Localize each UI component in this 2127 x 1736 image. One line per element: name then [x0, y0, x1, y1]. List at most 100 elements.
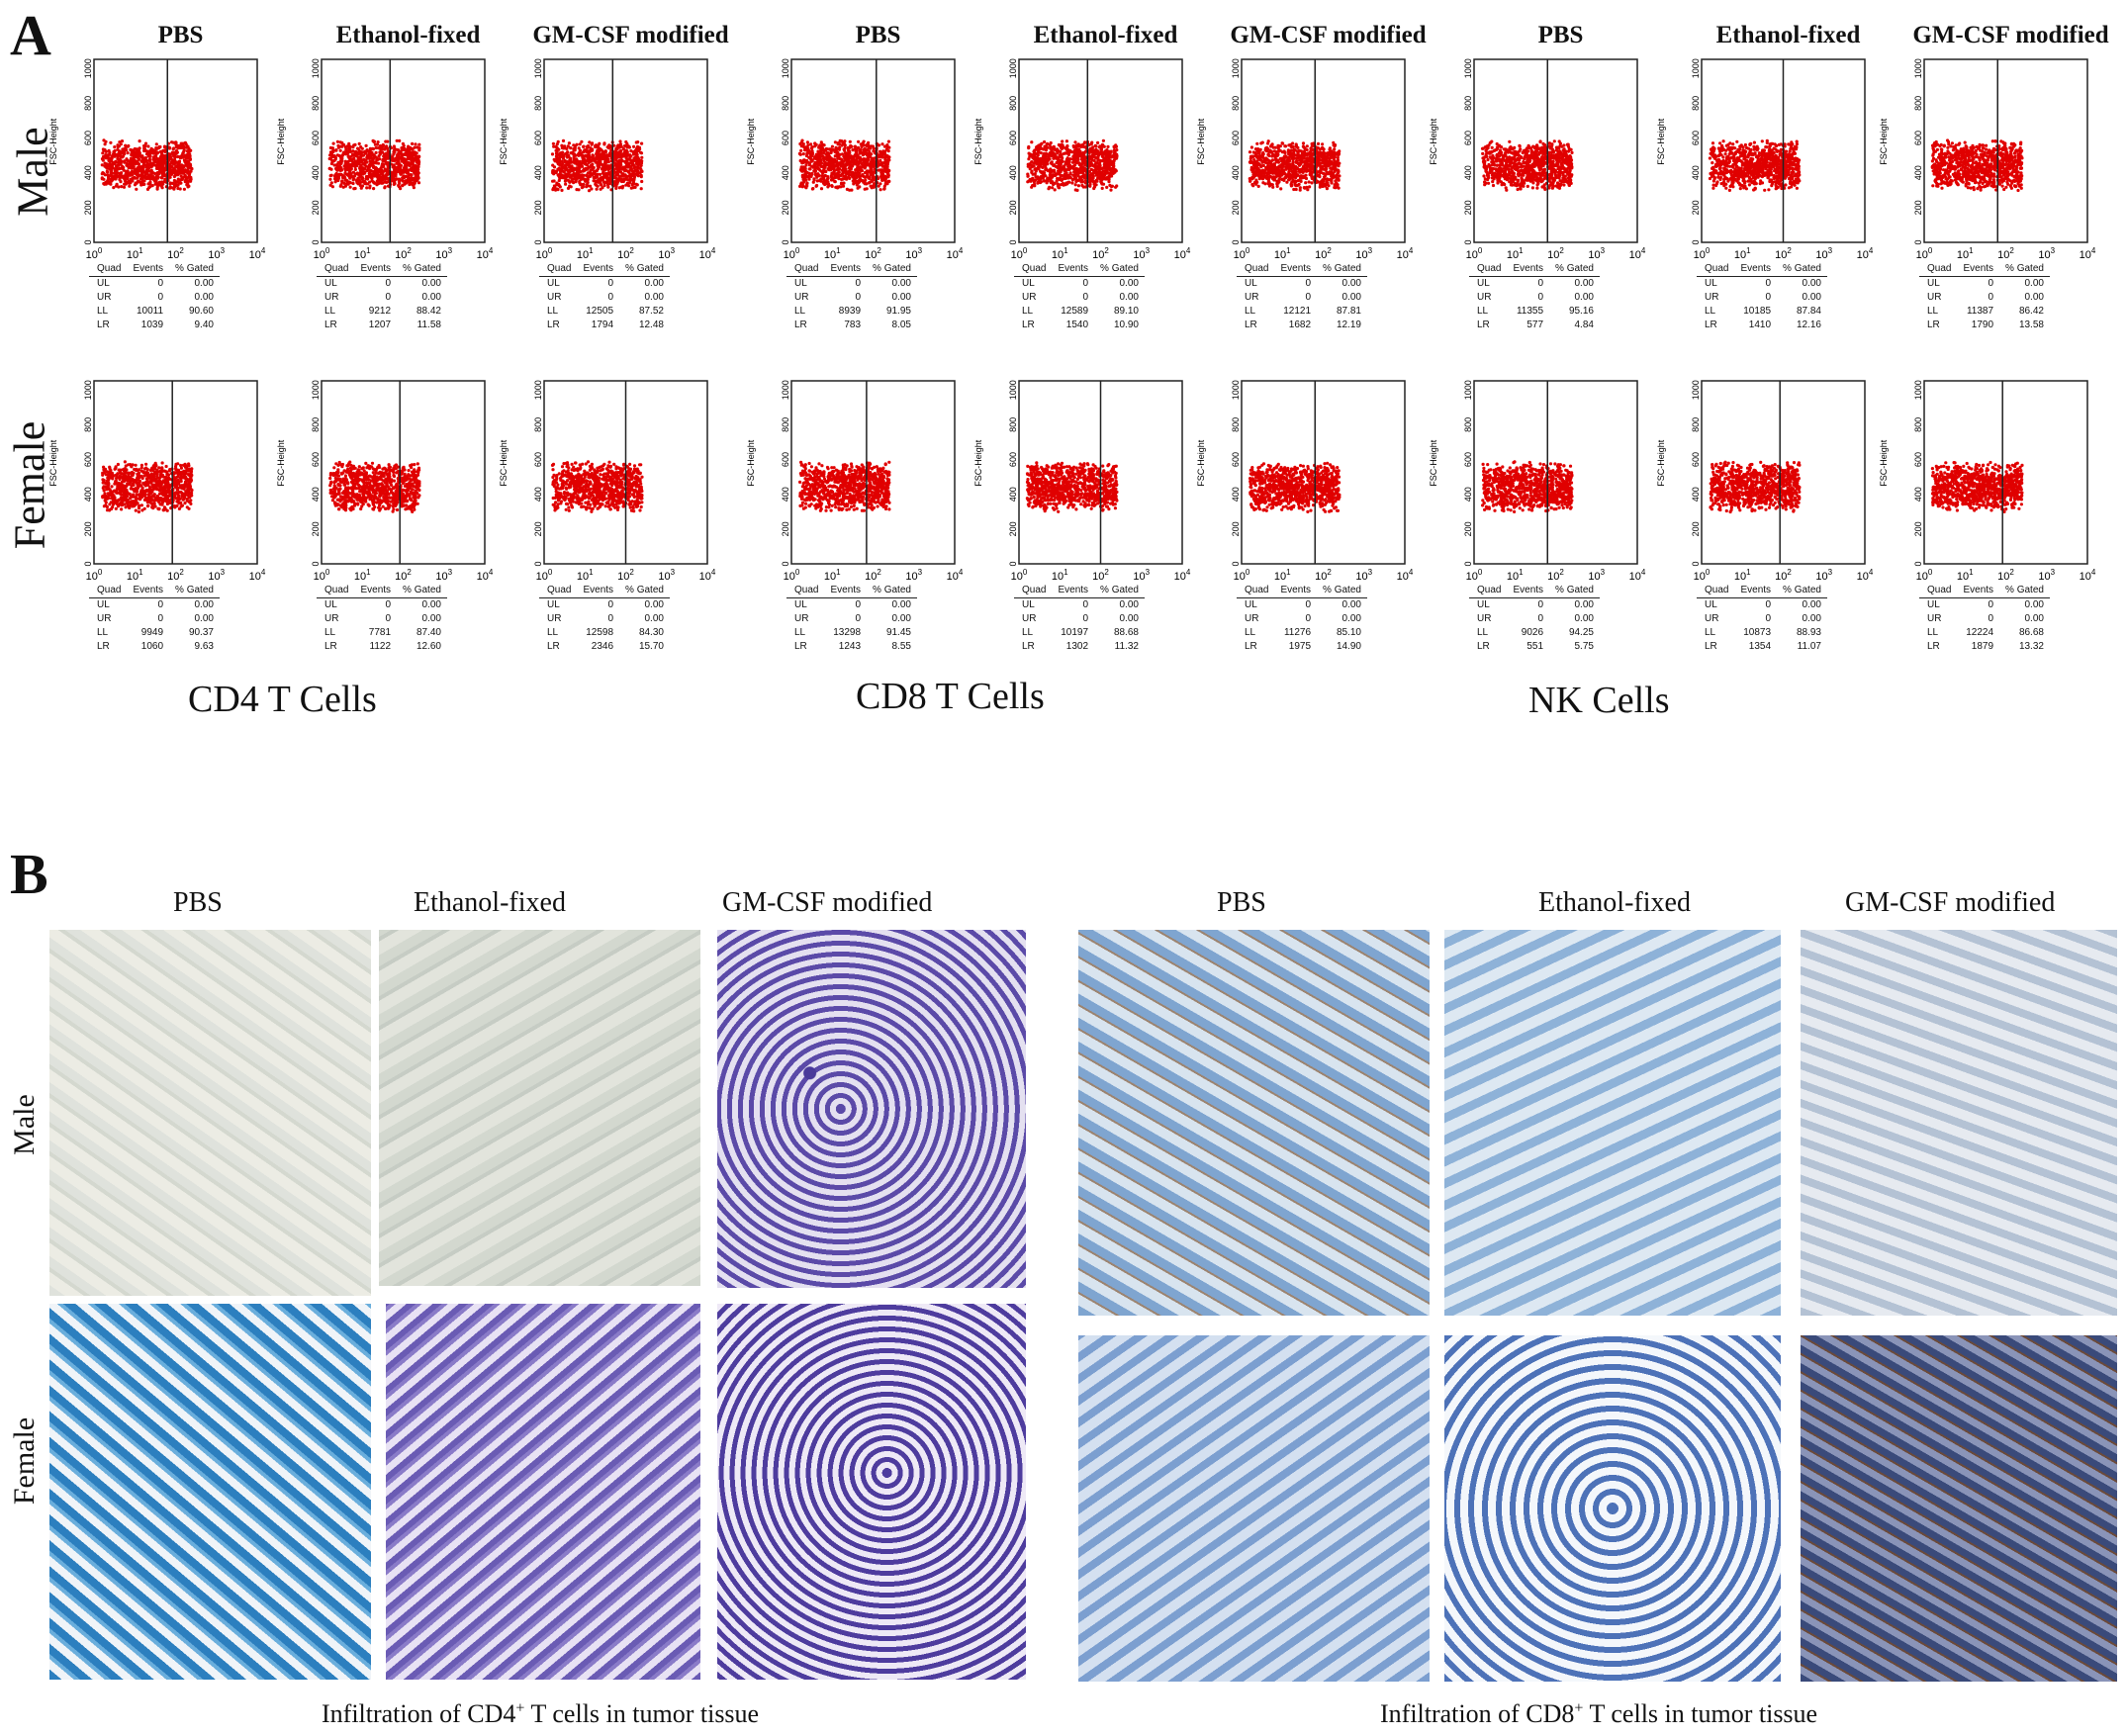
event-dot: [837, 147, 841, 151]
event-dot: [880, 142, 884, 146]
event-dot: [860, 169, 864, 173]
y-tick-label: 200: [83, 200, 93, 215]
flow-scatter-plot: FSC-Height 0 200 400 600 800 1000 100 101 102 103 1…: [746, 58, 965, 272]
event-dot: [872, 184, 876, 188]
event-dot: [870, 163, 875, 167]
event-dot: [887, 155, 891, 159]
event-dot: [100, 177, 104, 181]
event-dot: [127, 165, 131, 170]
x-tick-label: 102: [617, 246, 634, 261]
event-dot: [336, 176, 340, 180]
event-dot: [106, 164, 110, 168]
table-cell: 0.00: [194, 278, 214, 289]
event-dot: [836, 152, 840, 156]
event-dot: [843, 146, 847, 150]
event-dot: [561, 161, 565, 166]
y-tick-label: 600: [533, 131, 543, 145]
event-dot: [614, 186, 618, 190]
event-dot: [1091, 148, 1095, 152]
event-dots: [550, 138, 644, 193]
event-dot: [347, 174, 351, 178]
event-dot: [159, 160, 163, 164]
event-dot: [160, 176, 164, 180]
event-dot: [1064, 139, 1068, 143]
event-dot: [168, 181, 172, 185]
event-dot: [386, 154, 390, 158]
event-dot: [364, 150, 368, 154]
event-dot: [627, 157, 631, 161]
event-dot: [338, 184, 342, 188]
event-dot: [852, 156, 856, 160]
event-dot: [834, 185, 839, 189]
event-dot: [101, 158, 105, 162]
event-dot: [395, 138, 399, 142]
event-dot: [815, 174, 819, 178]
event-dot: [186, 182, 190, 186]
event-dot: [818, 145, 822, 149]
event-dot: [417, 142, 421, 146]
event-dot: [375, 158, 379, 162]
event-dot: [1033, 152, 1037, 156]
event-dots: [1026, 138, 1119, 192]
event-dot: [824, 157, 829, 161]
event-dot: [355, 161, 359, 165]
event-dot: [413, 171, 416, 175]
event-dot: [569, 146, 573, 150]
event-dot: [173, 171, 177, 175]
event-dot: [635, 183, 639, 187]
event-dot: [1064, 151, 1067, 155]
event-dot: [378, 152, 382, 156]
event-dot: [1030, 169, 1034, 173]
table-cell: 8939: [838, 306, 862, 317]
event-dot: [832, 165, 836, 169]
table-cell: 783: [844, 320, 862, 330]
event-dot: [396, 155, 400, 159]
event-dot: [871, 179, 875, 183]
event-dot: [126, 175, 130, 179]
event-dot: [184, 145, 189, 149]
event-dot: [1033, 157, 1037, 161]
event-dot: [850, 188, 854, 192]
event-dot: [886, 139, 890, 143]
event-dot: [153, 159, 157, 164]
event-dot: [555, 183, 559, 187]
event-dot: [1066, 152, 1070, 156]
x-tick-label: 101: [1052, 246, 1068, 261]
event-dot: [1053, 153, 1057, 157]
event-dot: [617, 169, 621, 173]
table-cell: 89.10: [1113, 306, 1139, 317]
table-header: Events: [1052, 262, 1095, 277]
event-dot: [161, 153, 165, 157]
event-dot: [357, 155, 361, 159]
event-dot: [1109, 188, 1113, 192]
table-cell: 88.42: [416, 306, 441, 317]
event-dot: [129, 163, 133, 167]
row-label-female: Female: [5, 420, 54, 550]
event-dot: [402, 168, 407, 172]
event-dot: [843, 139, 847, 143]
event-dot: [413, 181, 416, 185]
event-dot: [1091, 176, 1095, 180]
event-dot: [582, 182, 586, 186]
event-dot: [560, 166, 564, 171]
event-dot: [585, 185, 589, 189]
event-dot: [553, 159, 557, 163]
event-dot: [601, 163, 604, 167]
event-dot: [405, 165, 409, 169]
event-dot: [1100, 186, 1104, 190]
event-dot: [603, 161, 607, 166]
event-dot: [414, 156, 417, 160]
table-row: LL 8939 91.95: [786, 305, 917, 319]
event-dot: [1081, 144, 1085, 148]
plot-frame: [1241, 58, 1406, 243]
event-dot: [879, 158, 882, 162]
y-tick-label: 0: [1008, 239, 1018, 244]
event-dot: [411, 141, 415, 145]
event-dot: [351, 149, 355, 153]
event-dot: [639, 163, 643, 167]
event-dot: [355, 178, 359, 183]
event-dot: [817, 160, 822, 164]
event-dot: [1110, 184, 1114, 188]
event-dot: [606, 185, 610, 189]
event-dot: [1105, 171, 1109, 175]
